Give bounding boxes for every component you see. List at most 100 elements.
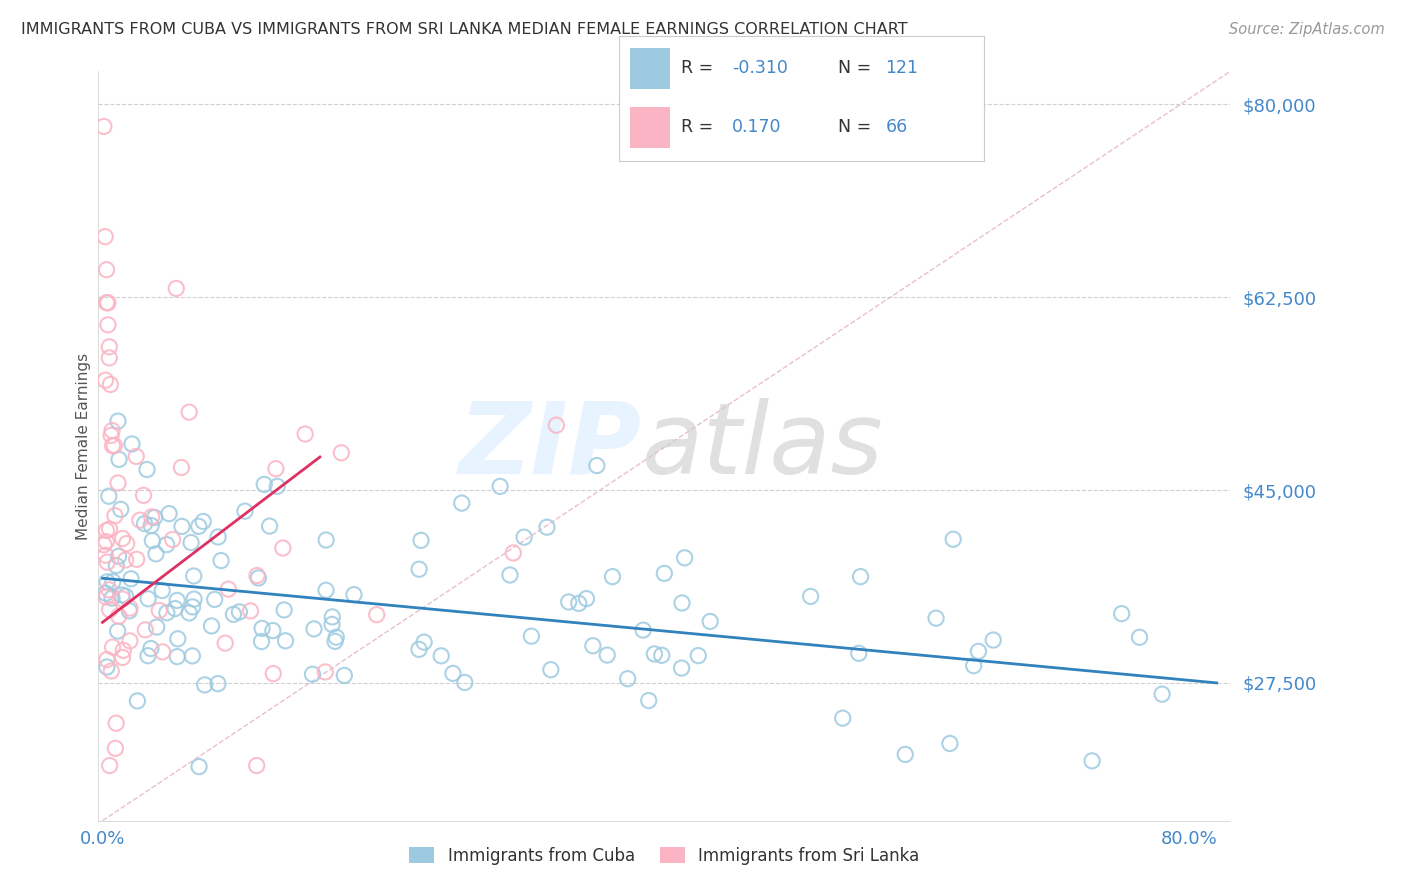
Point — [181, 648, 204, 663]
Point — [246, 758, 269, 772]
Point — [94, 229, 117, 244]
Point — [112, 643, 135, 657]
Point — [96, 534, 118, 549]
Text: atlas: atlas — [641, 398, 883, 494]
Point — [637, 693, 659, 707]
Text: ZIP: ZIP — [458, 398, 641, 494]
Point — [942, 533, 965, 547]
Point — [180, 535, 202, 549]
Point — [156, 538, 179, 552]
Text: N =: N = — [838, 59, 872, 77]
Point — [96, 262, 118, 277]
Point — [115, 536, 138, 550]
Point — [94, 586, 117, 600]
Point — [568, 596, 591, 610]
Point — [321, 617, 343, 632]
Point — [343, 588, 366, 602]
Point — [330, 446, 353, 460]
Point — [170, 519, 193, 533]
Text: -0.310: -0.310 — [733, 59, 787, 77]
Point — [125, 552, 148, 566]
Point — [253, 477, 276, 491]
Point — [107, 609, 129, 624]
Text: 121: 121 — [886, 59, 918, 77]
Point — [143, 510, 166, 524]
Point — [179, 405, 201, 419]
Point — [194, 678, 217, 692]
Point — [1111, 607, 1133, 621]
Point — [96, 524, 118, 538]
Point — [239, 604, 262, 618]
Point — [616, 672, 638, 686]
Bar — [630, 107, 669, 148]
Point — [96, 574, 118, 589]
Point — [111, 650, 134, 665]
Point — [188, 759, 211, 773]
Point — [152, 645, 174, 659]
Point — [107, 475, 129, 490]
Point — [170, 460, 193, 475]
Point — [157, 507, 180, 521]
Point — [651, 648, 673, 663]
Point — [139, 641, 162, 656]
Point — [262, 666, 284, 681]
Point — [540, 663, 562, 677]
Point — [800, 590, 823, 604]
Point — [207, 530, 229, 544]
Point — [118, 601, 141, 615]
Point — [125, 450, 148, 464]
Point — [294, 427, 316, 442]
Point — [413, 635, 436, 649]
Point — [136, 648, 159, 663]
Point — [96, 555, 118, 569]
Point — [100, 377, 122, 392]
Point — [214, 636, 236, 650]
Point — [643, 647, 665, 661]
Point — [166, 593, 188, 607]
Point — [141, 510, 163, 524]
Point — [145, 547, 167, 561]
Point — [94, 373, 117, 387]
Point — [333, 668, 356, 682]
Point — [250, 634, 273, 648]
Point — [166, 649, 188, 664]
Point — [366, 607, 388, 622]
Text: 0.170: 0.170 — [733, 118, 782, 136]
Point — [222, 607, 245, 622]
Point — [259, 519, 281, 533]
Point — [301, 667, 323, 681]
Point — [101, 591, 124, 606]
Point — [323, 634, 346, 648]
Point — [247, 571, 270, 585]
Point — [204, 592, 226, 607]
Point — [98, 351, 121, 365]
Point — [114, 553, 136, 567]
Point — [94, 548, 117, 562]
Point — [520, 629, 543, 643]
Point — [207, 676, 229, 690]
Point — [105, 558, 128, 573]
Y-axis label: Median Female Earnings: Median Female Earnings — [76, 352, 91, 540]
Point — [925, 611, 948, 625]
Point — [266, 479, 288, 493]
Point — [145, 620, 167, 634]
Point — [963, 658, 986, 673]
Point — [104, 508, 127, 523]
Point — [536, 520, 558, 534]
Point — [181, 599, 204, 614]
Point — [110, 502, 132, 516]
Point — [513, 530, 536, 544]
Point — [96, 652, 118, 666]
Point — [1152, 687, 1174, 701]
Point — [688, 648, 710, 663]
Point — [165, 281, 187, 295]
Point — [586, 458, 609, 473]
Point — [264, 461, 287, 475]
Point — [450, 496, 472, 510]
Text: N =: N = — [838, 118, 872, 136]
Point — [105, 716, 128, 731]
Point — [546, 418, 568, 433]
Point — [894, 747, 917, 762]
Point — [183, 569, 205, 583]
Point — [673, 550, 696, 565]
